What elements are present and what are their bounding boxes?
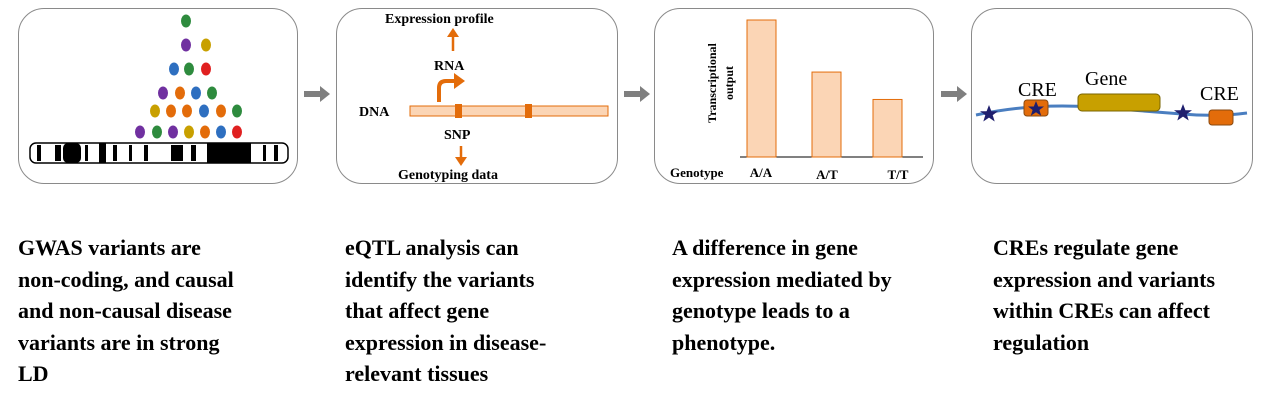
variant-dot <box>169 62 179 76</box>
genotype-label: Genotype <box>670 165 724 180</box>
variant-dot <box>201 38 211 52</box>
caption-line: identify the variants <box>345 266 535 292</box>
gene-box <box>1077 93 1161 112</box>
variant-dot <box>181 38 191 52</box>
caption-eqtl: eQTL analysis can identify the variants … <box>345 232 625 390</box>
caption-line: that affect gene <box>345 298 490 323</box>
caption-line: GWAS variants are <box>18 235 201 260</box>
variant-star-1 <box>980 105 998 122</box>
panel-cre-regulation: CRE Gene CRE <box>971 8 1253 184</box>
caption-line: expression mediated by <box>672 266 892 292</box>
variant-dot <box>152 125 162 139</box>
dna-strand <box>409 105 609 117</box>
bar-aa <box>746 19 777 158</box>
snp-marker-1 <box>455 104 462 118</box>
variant-dot <box>200 125 210 139</box>
variant-dot <box>201 62 211 76</box>
caption-line: relevant tissues <box>345 361 489 386</box>
up-arrow <box>447 28 459 51</box>
caption-line: and non-causal disease <box>18 298 232 323</box>
variant-dot <box>135 125 145 139</box>
rna-label: RNA <box>434 59 465 74</box>
cre-right-box <box>1208 109 1234 126</box>
variant-dot <box>232 104 242 118</box>
caption-line: expression in disease- <box>345 329 547 355</box>
expression-profile-label: Expression profile <box>385 12 494 27</box>
cre-right-label: CRE <box>1200 83 1239 105</box>
variant-dot <box>166 104 176 118</box>
caption-line: CREs regulate gene <box>993 235 1179 260</box>
variant-dot <box>150 104 160 118</box>
snp-marker-2 <box>525 104 532 118</box>
caption-line: expression and variants <box>993 266 1216 292</box>
caption-line: within CREs can affect <box>993 298 1210 323</box>
variant-dot <box>207 86 217 100</box>
caption-line: LD <box>18 361 49 386</box>
caption-line: non-coding, and causal <box>18 266 234 292</box>
flow-arrow-3 <box>941 86 967 102</box>
eqtl-illustration: Expression profile RNA DNA SNP Genotypin… <box>359 12 609 183</box>
genotype-bar-chart: Transcriptional output Genotype A/A A/T … <box>670 19 923 182</box>
variant-dot <box>158 86 168 100</box>
variant-dot <box>184 62 194 76</box>
flow-arrow-1 <box>304 86 330 102</box>
genotyping-data-label: Genotyping data <box>398 168 498 183</box>
variant-dot <box>216 104 226 118</box>
bar-at <box>811 71 842 158</box>
variant-dot <box>199 104 209 118</box>
variant-dot <box>232 125 242 139</box>
bar-tt <box>872 98 903 158</box>
panel-eqtl: Expression profile RNA DNA SNP Genotypin… <box>336 8 618 184</box>
gwas-illustration <box>29 14 289 164</box>
variant-dot <box>175 86 185 100</box>
variant-dot <box>191 86 201 100</box>
caption-line: regulation <box>993 329 1090 355</box>
dna-label: DNA <box>359 105 390 120</box>
y-axis-label-line1: Transcriptional <box>705 42 719 122</box>
gene-label: Gene <box>1085 68 1127 90</box>
variant-dot <box>181 14 191 28</box>
down-arrow <box>455 146 467 166</box>
caption-genotype: A difference in gene expression mediated… <box>672 232 952 358</box>
variant-dots <box>135 14 242 139</box>
panel-gwas-variants <box>18 8 298 184</box>
variant-dot <box>182 104 192 118</box>
bars <box>746 19 903 158</box>
caption-line: genotype leads to a <box>672 298 850 323</box>
cre-illustration: CRE Gene CRE <box>975 68 1248 126</box>
caption-line: variants are in strong <box>18 329 220 355</box>
caption-line: phenotype. <box>672 329 776 355</box>
panel-genotype-expression: Transcriptional output Genotype A/A A/T … <box>654 8 934 184</box>
transcription-arrow <box>437 79 455 102</box>
tick-label-at: A/T <box>816 167 838 182</box>
tick-label-aa: A/A <box>750 165 773 180</box>
caption-gwas: GWAS variants are non-coding, and causal… <box>18 232 318 390</box>
variant-dot <box>168 125 178 139</box>
y-axis-label-line2: output <box>722 66 736 100</box>
caption-cre: CREs regulate gene expression and varian… <box>993 232 1273 358</box>
caption-line: A difference in gene <box>672 235 858 260</box>
flow-arrow-2 <box>624 86 650 102</box>
tick-label-tt: T/T <box>888 167 909 182</box>
cre-left-label: CRE <box>1018 79 1057 101</box>
variant-dot <box>184 125 194 139</box>
snp-label: SNP <box>444 128 471 143</box>
variant-star-2 <box>1028 101 1044 116</box>
variant-dot <box>216 125 226 139</box>
variant-star-3 <box>1174 104 1192 121</box>
chromosome-ideogram <box>29 142 289 164</box>
caption-line: eQTL analysis can <box>345 235 519 260</box>
